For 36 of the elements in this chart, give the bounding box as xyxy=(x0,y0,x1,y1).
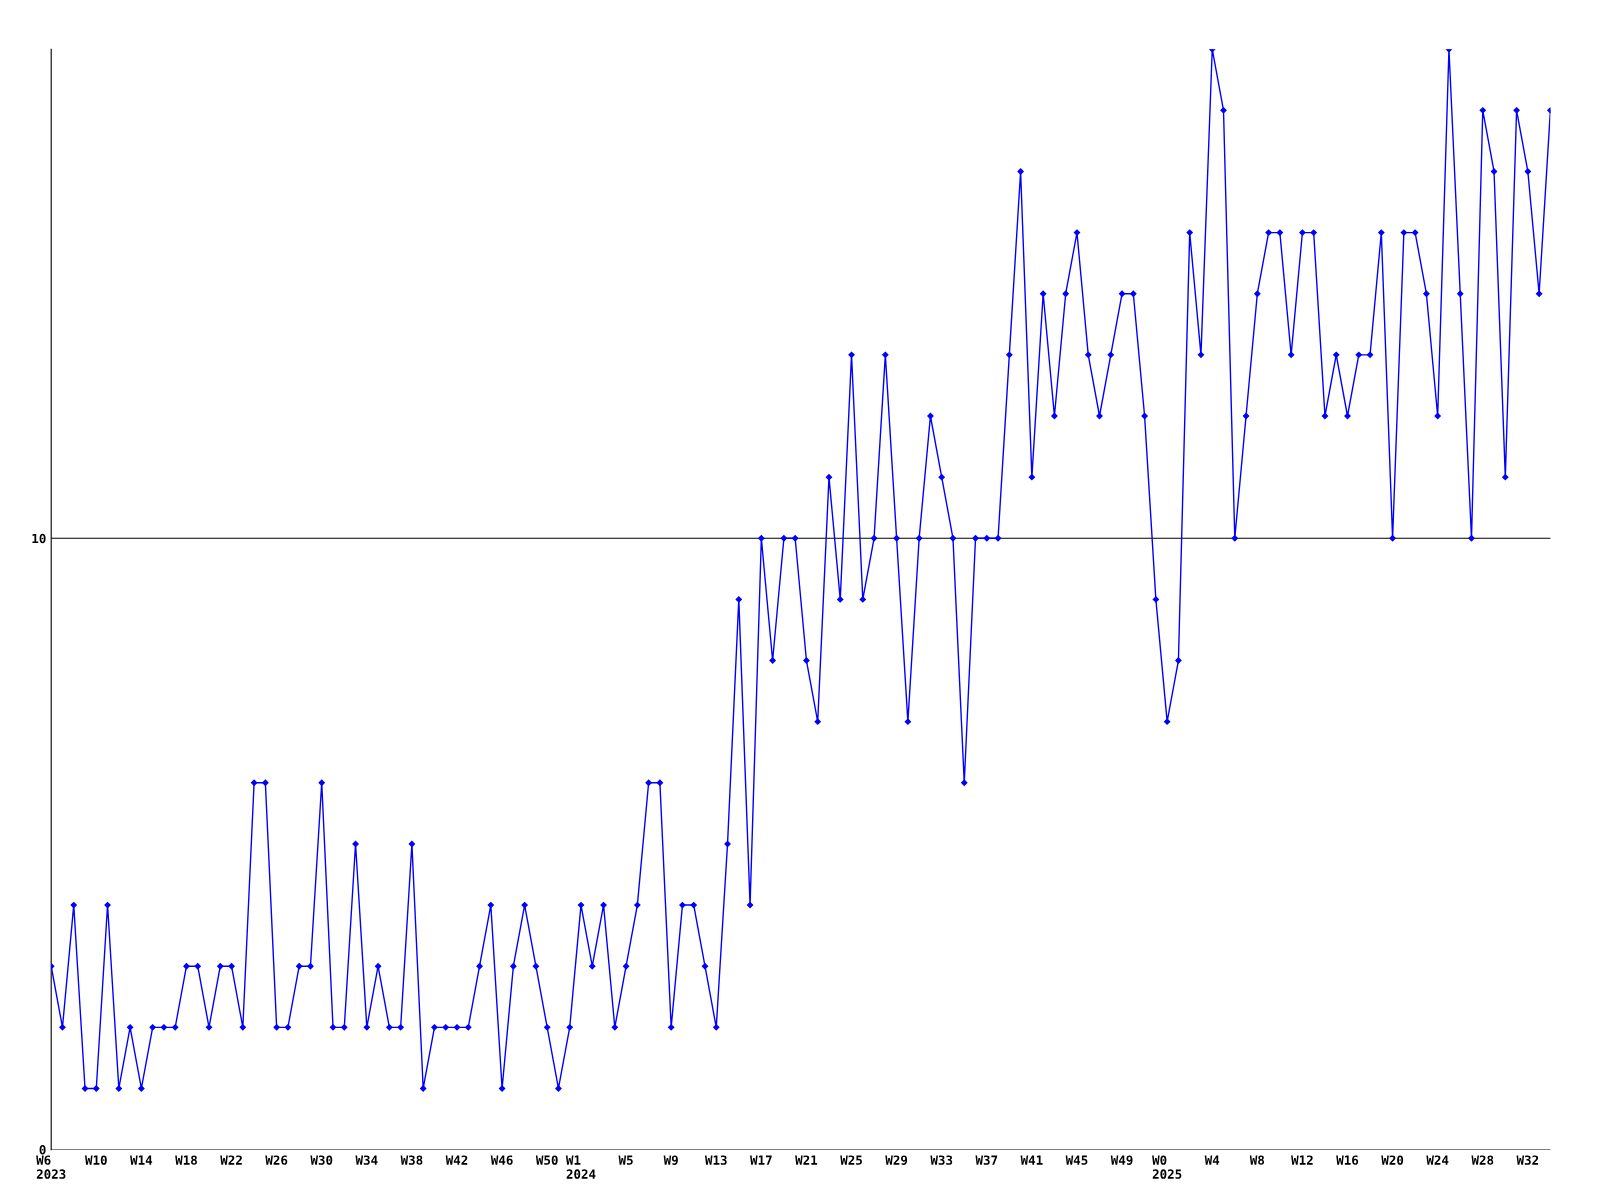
x-tick-label: W34 xyxy=(355,1155,378,1165)
x-tick-label: W32 xyxy=(1516,1155,1539,1165)
x-tick-label: W45 xyxy=(1065,1155,1088,1165)
x-tick-label: W16 xyxy=(1336,1155,1359,1165)
x-tick-label: W5 xyxy=(618,1155,633,1165)
x-tick-label: W25 xyxy=(840,1155,862,1165)
x-tick-label: W6 2023 xyxy=(36,1155,66,1179)
x-tick-label: W26 xyxy=(265,1155,288,1165)
x-tick-label: W4 xyxy=(1204,1155,1220,1165)
x-tick-label: W30 xyxy=(310,1155,333,1165)
x-tick-label: W42 xyxy=(445,1155,468,1165)
x-tick-label: W10 xyxy=(85,1155,107,1165)
x-tick-label: W0 2025 xyxy=(1152,1155,1182,1179)
x-tick-label: W14 xyxy=(130,1155,153,1165)
x-tick-label: W38 xyxy=(400,1155,423,1165)
x-tick-label: W28 xyxy=(1471,1155,1494,1165)
x-tick-label: W8 xyxy=(1249,1155,1265,1165)
x-tick-label: W9 xyxy=(663,1155,678,1165)
x-tick-label: W21 xyxy=(795,1155,818,1165)
x-tick-label: W18 xyxy=(175,1155,197,1165)
x-tick-label: W50 xyxy=(535,1155,558,1165)
x-tick-label: W41 xyxy=(1020,1155,1043,1165)
x-tick-label: W46 xyxy=(490,1155,513,1165)
x-tick-label: W13 xyxy=(704,1155,727,1165)
x-tick-label: W29 xyxy=(885,1155,908,1165)
x-tick-label: W1 2024 xyxy=(565,1155,596,1179)
y-tick-label: 0 xyxy=(39,1145,46,1155)
x-tick-label: W33 xyxy=(930,1155,953,1165)
x-tick-label: W24 xyxy=(1426,1155,1449,1165)
x-tick-label: W22 xyxy=(220,1155,242,1165)
x-tick-label: W49 xyxy=(1110,1155,1133,1165)
x-tick-label: W37 xyxy=(975,1155,998,1165)
x-tick-label: W20 xyxy=(1381,1155,1404,1165)
x-tick-label: W12 xyxy=(1291,1155,1313,1165)
x-tick-label: W17 xyxy=(750,1155,772,1165)
y-tick-label: 10 xyxy=(32,533,46,544)
